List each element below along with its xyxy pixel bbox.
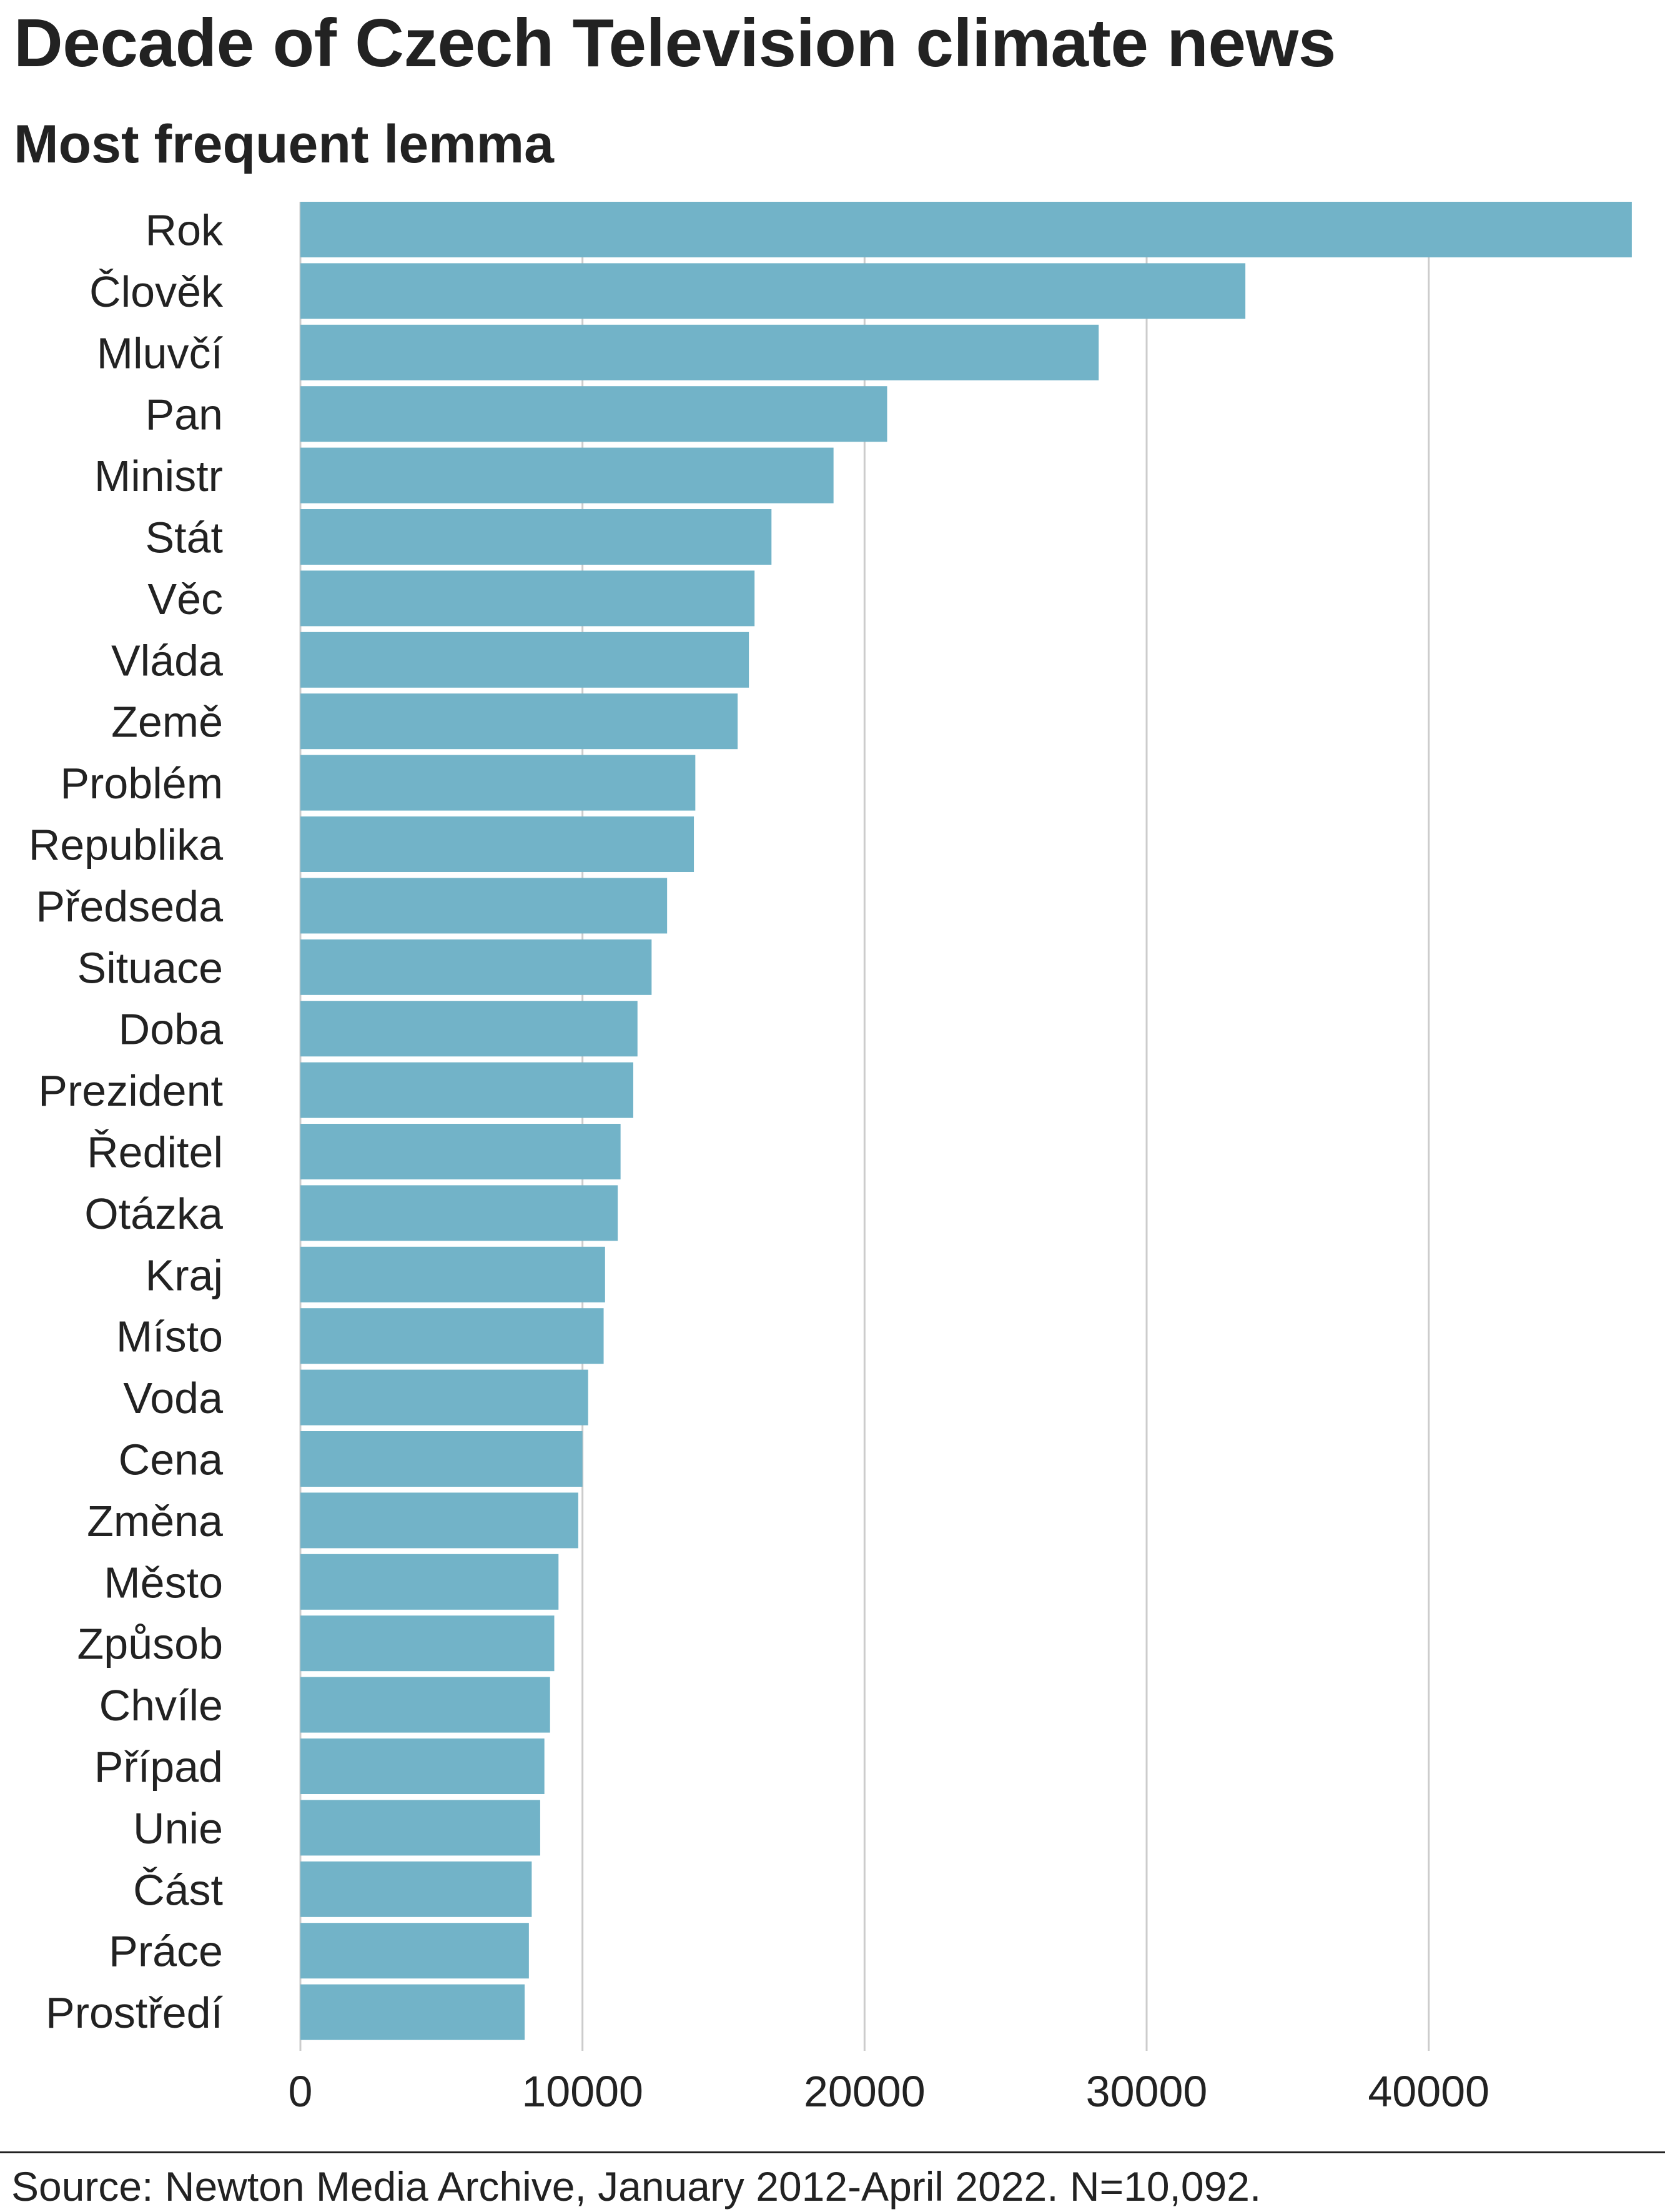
- x-tick-label: 20000: [804, 2067, 926, 2116]
- bar-14: [300, 1062, 633, 1118]
- bar-23: [300, 1615, 555, 1672]
- bar-11: [300, 878, 668, 934]
- x-tick-label: 10000: [521, 2067, 643, 2116]
- bar-0: [300, 202, 1632, 257]
- category-label: Stát: [145, 513, 223, 562]
- category-label: Unie: [133, 1804, 223, 1853]
- x-tick-label: 30000: [1086, 2067, 1208, 2116]
- x-tick-label: 0: [289, 2067, 313, 2116]
- category-label: Město: [104, 1558, 223, 1607]
- bar-2: [300, 324, 1099, 380]
- category-label: Případ: [94, 1743, 223, 1792]
- category-label: Pan: [145, 390, 223, 439]
- category-label: Voda: [123, 1374, 223, 1422]
- category-label: Země: [111, 698, 223, 746]
- category-label: Situace: [77, 943, 223, 992]
- bar-22: [300, 1554, 559, 1610]
- bar-chart: Rok Člověk Mluvčí Pan Ministr Stát Věc Vláda Zem…: [29, 202, 1632, 2116]
- bar-28: [300, 1923, 529, 1979]
- x-tick-label: 40000: [1368, 2067, 1490, 2116]
- bar-19: [300, 1369, 588, 1426]
- category-label: Cena: [119, 1436, 223, 1484]
- bar-6: [300, 570, 755, 627]
- category-label: Prezident: [38, 1066, 223, 1115]
- bar-4: [300, 447, 834, 503]
- category-label: Práce: [109, 1927, 223, 1976]
- category-labels: Rok Člověk Mluvčí Pan Ministr Stát Věc Vláda Zem…: [29, 206, 224, 2038]
- bar-5: [300, 509, 772, 565]
- bar-16: [300, 1185, 618, 1241]
- category-label: Rok: [146, 206, 224, 255]
- category-label: Změna: [87, 1497, 223, 1545]
- category-label: Předseda: [36, 882, 223, 931]
- category-label: Chvíle: [99, 1681, 223, 1730]
- category-label: Republika: [29, 821, 223, 870]
- bar-20: [300, 1431, 583, 1487]
- bar-1: [300, 263, 1246, 319]
- bar-15: [300, 1124, 621, 1179]
- bar-3: [300, 386, 887, 442]
- bar-25: [300, 1738, 545, 1794]
- category-label: Vláda: [111, 636, 223, 685]
- bar-26: [300, 1800, 540, 1856]
- category-label: Člověk: [89, 267, 224, 316]
- category-label: Prostředí: [46, 1988, 224, 2037]
- category-label: Způsob: [77, 1620, 223, 1669]
- source-divider: [0, 2151, 1665, 2153]
- bar-27: [300, 1861, 532, 1917]
- bar-13: [300, 1001, 638, 1057]
- x-axis-ticks: 0 10000 20000 30000 40000: [289, 2067, 1490, 2116]
- category-label: Ředitel: [87, 1128, 223, 1177]
- bar-12: [300, 939, 652, 995]
- bar-9: [300, 755, 696, 811]
- category-label: Problém: [60, 759, 223, 808]
- bar-29: [300, 1984, 525, 2040]
- chart-title: Decade of Czech Television climate news: [14, 5, 1336, 81]
- bar-18: [300, 1308, 604, 1364]
- category-label: Část: [133, 1865, 223, 1914]
- category-label: Mluvčí: [97, 329, 224, 377]
- category-label: Ministr: [94, 452, 223, 500]
- bar-8: [300, 693, 738, 750]
- source-note: Source: Newton Media Archive, January 20…: [11, 2163, 1262, 2210]
- bar-24: [300, 1677, 550, 1733]
- bar-10: [300, 816, 694, 872]
- category-label: Otázka: [84, 1189, 223, 1238]
- bar-7: [300, 632, 749, 688]
- bars: [300, 202, 1632, 2040]
- category-label: Doba: [119, 1005, 223, 1054]
- chart-subtitle: Most frequent lemma: [14, 114, 554, 174]
- bar-17: [300, 1246, 605, 1302]
- category-label: Věc: [147, 575, 223, 623]
- category-label: Kraj: [146, 1251, 223, 1299]
- bar-21: [300, 1492, 578, 1549]
- category-label: Místo: [116, 1312, 223, 1361]
